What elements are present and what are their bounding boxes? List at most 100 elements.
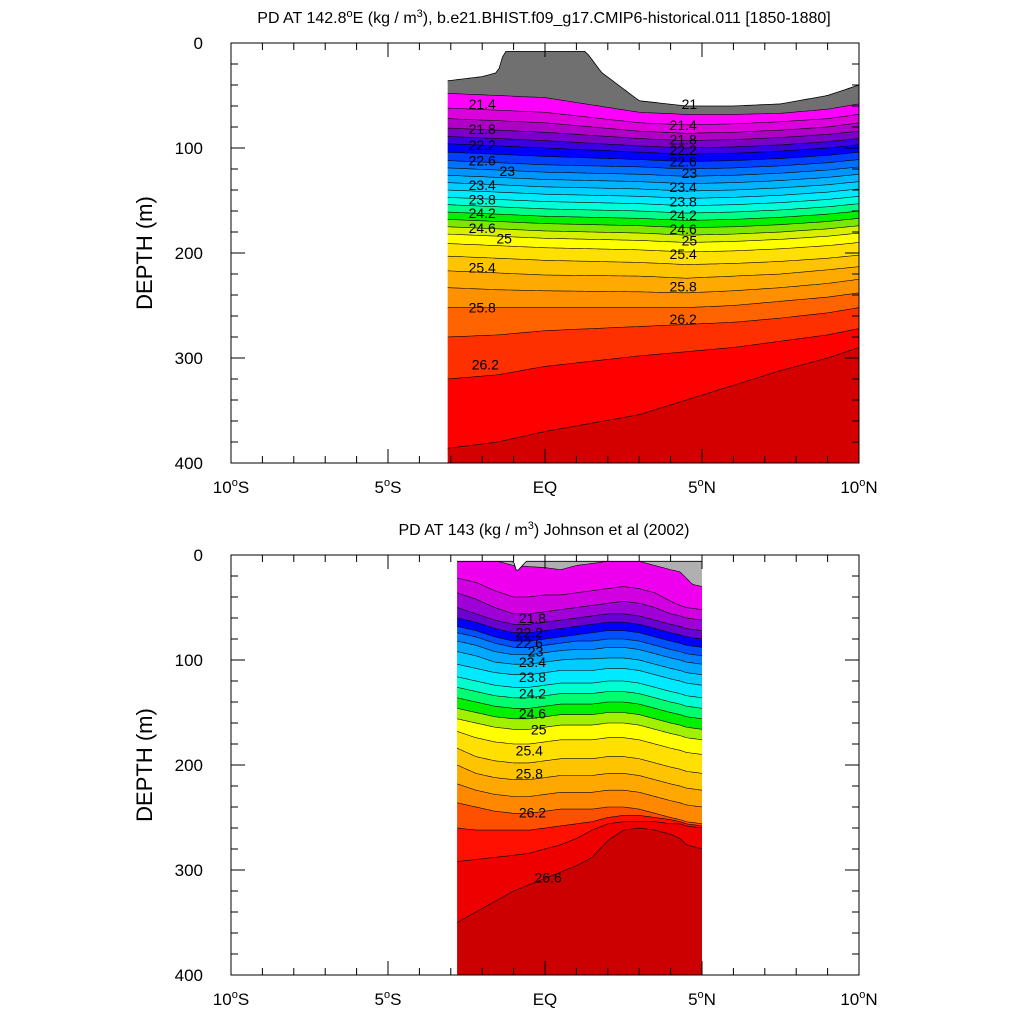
bottom-contour-line-2 bbox=[457, 577, 703, 610]
top-y-tick-label: 300 bbox=[175, 349, 203, 368]
top-title-part-2: o bbox=[347, 8, 353, 20]
bottom-x-tick-degree: o bbox=[859, 989, 865, 1001]
top-contour-label: 23 bbox=[682, 165, 698, 181]
top-contour-line-5 bbox=[447, 136, 860, 149]
bottom-filled-contours bbox=[457, 561, 702, 975]
bottom-contour-band-22 bbox=[457, 821, 702, 923]
bottom-contour-band-3 bbox=[457, 592, 702, 631]
top-x-tick-label: EQ bbox=[533, 478, 558, 497]
bottom-contour-label: 24.2 bbox=[519, 686, 546, 702]
bottom-x-tick-num: 5 bbox=[688, 990, 697, 1009]
top-x-tick-label: 5oN bbox=[688, 477, 716, 497]
top-contour-label: 24.6 bbox=[670, 221, 697, 237]
top-contour-line-8 bbox=[447, 159, 860, 170]
top-contour-line-21 bbox=[447, 266, 860, 279]
bottom-y-tick-label: 200 bbox=[175, 756, 203, 775]
bottom-contour-band-11 bbox=[457, 676, 702, 709]
bottom-contour-lines bbox=[456, 560, 703, 923]
top-contour-band-22 bbox=[447, 279, 859, 308]
bottom-contour-band-21 bbox=[457, 815, 702, 862]
bottom-contour-band-23 bbox=[457, 828, 702, 975]
top-contour-line-23 bbox=[447, 292, 860, 308]
top-contour-label: 25.4 bbox=[670, 246, 697, 262]
bottom-contour-line-20 bbox=[457, 802, 703, 825]
bottom-y-axis: 0 100 200 300 400 bbox=[175, 546, 859, 985]
top-contour-band-25 bbox=[447, 328, 859, 449]
top-contour-label: 24.2 bbox=[469, 205, 496, 221]
top-contour-label: 21.8 bbox=[670, 132, 697, 148]
bottom-plot-title: PD AT 143 (kg / m3) Johnson et al (2002) bbox=[398, 520, 689, 539]
top-contour-line-6 bbox=[447, 143, 860, 155]
bottom-x-tick-label: 10oN bbox=[840, 989, 877, 1009]
bottom-contour-line-18 bbox=[456, 764, 703, 791]
top-contour-band-5 bbox=[447, 136, 859, 155]
top-contour-line-19 bbox=[447, 242, 860, 253]
bottom-contour-line-10 bbox=[457, 663, 703, 686]
top-contour-label: 21.4 bbox=[469, 96, 496, 112]
top-contour-label: 24.6 bbox=[469, 220, 496, 236]
bottom-contour-line-8 bbox=[457, 640, 703, 665]
top-x-tick-label: 10oS bbox=[213, 477, 249, 497]
bottom-x-axis: 10oS 5oS EQ 5oN 10oN bbox=[213, 555, 878, 1009]
bottom-contour-label: 22.2 bbox=[516, 625, 543, 641]
bottom-title-part-1: PD AT 143 (kg / m bbox=[398, 522, 527, 539]
bottom-x-tick-label: EQ bbox=[533, 990, 558, 1009]
bottom-title-part-3: ) Johnson et al (2002) bbox=[534, 522, 690, 539]
bottom-contour-label: 25.8 bbox=[516, 765, 543, 781]
bottom-contour-band-8 bbox=[457, 641, 702, 675]
top-contour-panel: PD AT 142.8oE (kg / m3), b.e21.BHIST.f09… bbox=[132, 8, 878, 497]
bottom-y-tick-label: 300 bbox=[175, 861, 203, 880]
bottom-contour-line-4 bbox=[456, 607, 703, 631]
top-y-tick-label: 200 bbox=[175, 244, 203, 263]
top-contour-band-18 bbox=[447, 233, 859, 252]
bottom-contour-line-17 bbox=[456, 747, 703, 774]
top-contour-line-20 bbox=[447, 254, 860, 265]
top-contour-label: 22.2 bbox=[469, 137, 496, 153]
bottom-contour-line-19 bbox=[456, 783, 703, 808]
top-contour-lines bbox=[447, 51, 860, 449]
top-contour-band-24 bbox=[447, 307, 859, 379]
bottom-contour-label: 22.6 bbox=[516, 635, 543, 651]
top-x-tick-num: 5 bbox=[688, 478, 697, 497]
bottom-contour-line-11 bbox=[457, 676, 703, 699]
top-title-part-5: ), b.e21.BHIST.f09_g17.CMIP6-historical.… bbox=[423, 10, 831, 27]
bottom-contour-label: 25.4 bbox=[516, 742, 543, 758]
bottom-contour-label: 23 bbox=[528, 644, 544, 660]
top-contour-label: 24.2 bbox=[670, 207, 697, 223]
top-contour-line-11 bbox=[447, 181, 860, 192]
bottom-contour-band-12 bbox=[457, 687, 702, 719]
top-contour-band-26 bbox=[447, 347, 859, 463]
top-title-part-1: PD AT 142.8 bbox=[257, 10, 346, 27]
bottom-contour-line-15 bbox=[457, 718, 703, 741]
top-contour-band-4 bbox=[447, 128, 859, 148]
bottom-contour-band-13 bbox=[457, 697, 702, 730]
top-x-tick-label: 10oN bbox=[840, 477, 877, 497]
top-x-tick-hemi: N bbox=[704, 478, 716, 497]
bottom-contour-line-21 bbox=[457, 815, 703, 831]
top-x-tick-num: 10 bbox=[840, 478, 859, 497]
top-contour-label: 26.2 bbox=[472, 356, 499, 372]
top-contour-line-24 bbox=[447, 307, 860, 338]
top-contour-label: 23.4 bbox=[469, 177, 496, 193]
top-contour-band-3 bbox=[447, 118, 859, 141]
bottom-contour-line-1 bbox=[457, 561, 703, 587]
bottom-contour-label: 25 bbox=[531, 721, 547, 737]
top-contour-label: 23.8 bbox=[670, 194, 697, 210]
bottom-y-axis-title: DEPTH (m) bbox=[132, 708, 157, 822]
top-contour-line-4 bbox=[447, 127, 860, 141]
top-contour-line-17 bbox=[447, 225, 860, 236]
bottom-x-tick-label: 5oS bbox=[375, 989, 402, 1009]
top-contour-line-18 bbox=[447, 232, 860, 243]
top-contour-label: 21 bbox=[682, 96, 698, 112]
bottom-contour-band-5 bbox=[457, 618, 702, 648]
bottom-contour-label: 24.6 bbox=[519, 706, 546, 722]
bottom-x-tick-degree: o bbox=[698, 989, 704, 1001]
bottom-x-tick-degree: o bbox=[232, 989, 238, 1001]
bottom-contour-band-10 bbox=[457, 664, 702, 698]
top-contour-label: 26.2 bbox=[670, 311, 697, 327]
bottom-x-tick-num: EQ bbox=[533, 990, 558, 1009]
bottom-y-tick-label: 100 bbox=[175, 651, 203, 670]
bottom-title-part-2: 3 bbox=[528, 520, 534, 532]
